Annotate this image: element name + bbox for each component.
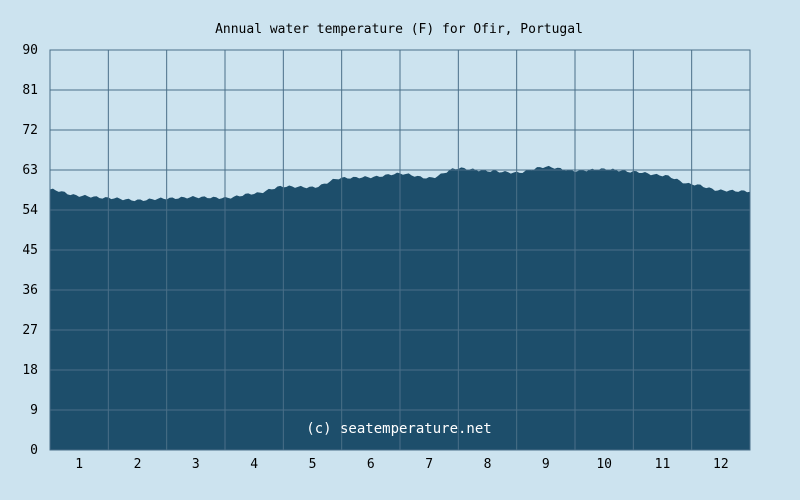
y-tick-label: 63 xyxy=(22,163,38,178)
y-tick-label: 36 xyxy=(22,283,38,298)
y-tick-label: 54 xyxy=(22,203,38,218)
copyright-annotation: (c) seatemperature.net xyxy=(306,421,491,437)
grid-lines xyxy=(50,50,750,450)
x-tick-label-10: 10 xyxy=(596,457,612,472)
x-tick-label-11: 11 xyxy=(655,457,671,472)
x-tick-label-2: 2 xyxy=(134,457,142,472)
y-tick-label: 9 xyxy=(30,403,38,418)
x-axis-ticks: 1 2 3 4 5 6 7 8 9 10 11 12 xyxy=(75,457,728,472)
y-axis-ticks: 0 9 18 27 36 45 54 63 72 81 90 xyxy=(22,43,38,458)
plot-border xyxy=(49,49,751,451)
y-tick-label: 90 xyxy=(22,43,38,58)
y-tick-label: 27 xyxy=(22,323,38,338)
y-tick-label: 18 xyxy=(22,363,38,378)
x-tick-label-1: 1 xyxy=(75,457,83,472)
y-tick-label: 72 xyxy=(22,123,38,138)
y-tick-label: 81 xyxy=(22,83,38,98)
x-tick-label-8: 8 xyxy=(484,457,492,472)
x-tick-label-5: 5 xyxy=(309,457,317,472)
y-tick-label: 0 xyxy=(30,443,38,458)
x-tick-label-9: 9 xyxy=(542,457,550,472)
x-tick-label-7: 7 xyxy=(425,457,433,472)
x-tick-label-4: 4 xyxy=(250,457,258,472)
x-tick-label-12: 12 xyxy=(713,457,729,472)
x-tick-label-3: 3 xyxy=(192,457,200,472)
y-tick-label: 45 xyxy=(22,243,38,258)
x-tick-label-6: 6 xyxy=(367,457,375,472)
chart-title: Annual water temperature (F) for Ofir, P… xyxy=(215,22,583,37)
